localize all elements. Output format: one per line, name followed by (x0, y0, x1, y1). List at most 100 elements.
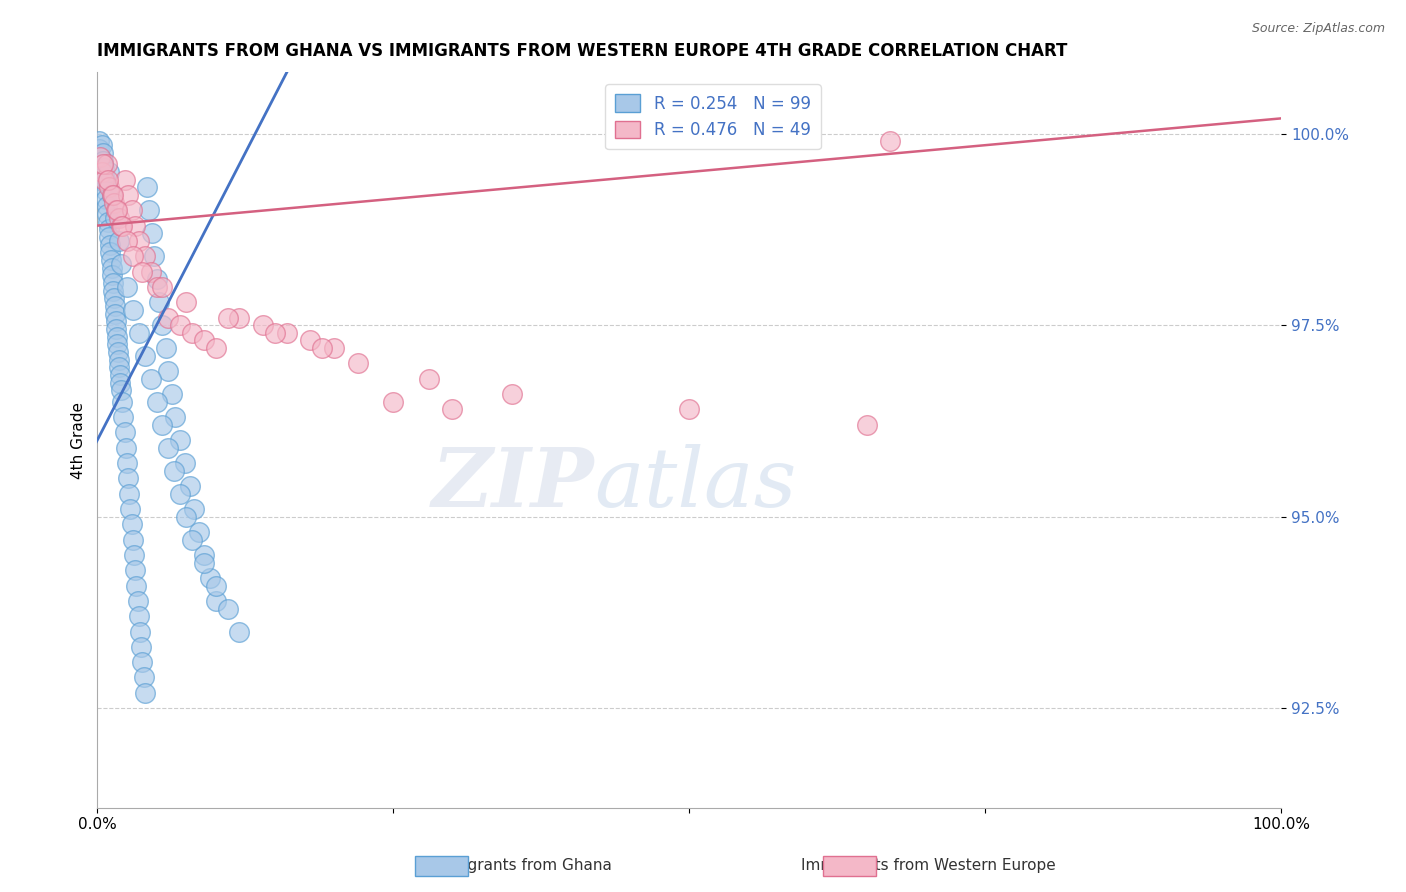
Point (104, 314, 127, 328)
Point (98, 230, 121, 244)
Point (155, 341, 177, 355)
Point (110, 384, 132, 398)
Point (418, 372, 440, 386)
Point (127, 594, 149, 608)
Point (114, 441, 136, 455)
Point (101, 276, 124, 290)
Point (98, 180, 121, 194)
Point (346, 356, 368, 370)
Point (128, 234, 150, 248)
Point (98, 237, 121, 252)
Point (111, 394, 134, 409)
Point (179, 479, 201, 493)
Point (96, 157, 118, 171)
Point (157, 364, 180, 378)
Text: Immigrants from Western Europe: Immigrants from Western Europe (800, 858, 1056, 872)
Point (117, 188, 139, 202)
Point (91, 145, 114, 160)
Point (157, 310, 180, 325)
Point (100, 245, 122, 260)
Point (90, 172, 112, 186)
Point (165, 410, 187, 425)
Point (110, 376, 132, 390)
Point (108, 368, 131, 382)
Point (97, 172, 120, 186)
Point (183, 502, 205, 516)
Point (169, 318, 191, 333)
Point (121, 302, 143, 317)
Point (115, 280, 138, 294)
Point (204, 341, 226, 355)
Point (101, 268, 124, 283)
Point (110, 219, 132, 233)
Point (441, 402, 464, 417)
Point (115, 456, 138, 470)
Point (276, 326, 298, 340)
Point (125, 578, 148, 592)
Point (107, 337, 129, 351)
Point (217, 310, 239, 325)
Point (252, 318, 274, 333)
Point (678, 402, 700, 417)
Point (139, 264, 162, 278)
Point (879, 134, 901, 148)
Point (103, 284, 125, 298)
Point (128, 609, 150, 624)
Point (89, 157, 111, 171)
Point (129, 624, 152, 639)
Point (98, 165, 121, 179)
Point (87, 134, 110, 148)
Point (228, 310, 250, 325)
Point (108, 360, 131, 375)
Point (107, 203, 129, 218)
Point (152, 318, 174, 333)
Point (152, 280, 174, 294)
Point (110, 257, 132, 271)
Point (193, 548, 215, 562)
Point (100, 188, 122, 202)
Point (96, 199, 118, 213)
Point (169, 486, 191, 500)
Point (204, 578, 226, 592)
Text: IMMIGRANTS FROM GHANA VS IMMIGRANTS FROM WESTERN EUROPE 4TH GRADE CORRELATION CH: IMMIGRANTS FROM GHANA VS IMMIGRANTS FROM… (97, 42, 1067, 60)
Point (198, 571, 221, 585)
Point (299, 334, 322, 348)
Text: atlas: atlas (595, 444, 797, 524)
Point (118, 486, 141, 500)
Point (152, 417, 174, 432)
Point (90, 165, 112, 179)
Point (193, 334, 215, 348)
Point (141, 227, 163, 241)
Point (93, 169, 115, 183)
Point (129, 640, 152, 654)
Point (107, 345, 129, 359)
Point (103, 299, 125, 313)
Point (115, 234, 138, 248)
Point (228, 624, 250, 639)
Point (114, 172, 136, 186)
Point (148, 295, 170, 310)
Point (311, 341, 333, 355)
Point (89, 150, 111, 164)
Point (501, 387, 523, 401)
Point (96, 192, 118, 206)
Point (855, 417, 877, 432)
Point (117, 471, 139, 485)
Point (91, 138, 114, 153)
Point (105, 329, 128, 343)
Point (114, 425, 136, 440)
Point (91, 165, 114, 179)
Point (100, 253, 122, 268)
Point (93, 161, 115, 176)
Point (93, 172, 115, 186)
Point (107, 211, 129, 225)
Point (121, 249, 143, 263)
Point (264, 326, 287, 340)
Point (323, 341, 346, 355)
Point (97, 222, 120, 236)
Point (100, 260, 122, 275)
Point (101, 188, 124, 202)
Point (89, 150, 111, 164)
Point (105, 322, 128, 336)
Point (217, 601, 239, 615)
